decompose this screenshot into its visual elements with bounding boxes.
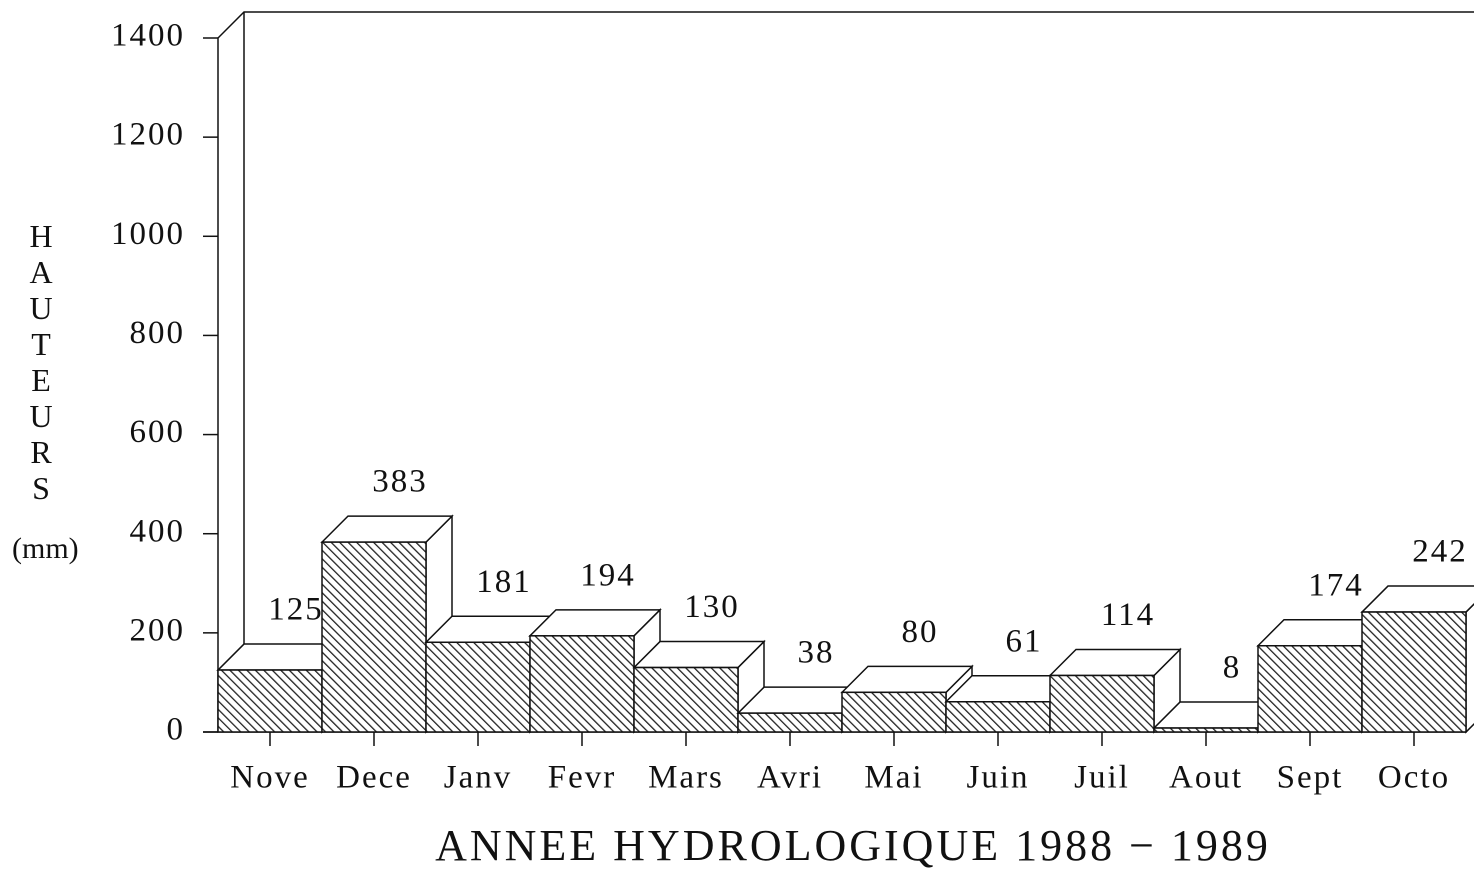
bar	[841, 691, 947, 733]
bar	[1049, 674, 1155, 733]
y-tick-label: 1400	[111, 18, 185, 54]
x-tick-label: Sept	[1277, 760, 1344, 796]
bar	[737, 712, 843, 733]
value-label: 114	[1101, 597, 1155, 633]
bar	[945, 701, 1051, 733]
x-tick-label: Fevr	[548, 760, 617, 796]
x-tick-label: Juin	[966, 760, 1029, 796]
y-tick-label: 600	[130, 414, 186, 450]
bar	[1257, 644, 1363, 733]
x-tick-label: Juil	[1074, 760, 1130, 796]
value-label: 383	[372, 464, 428, 500]
chart-title: ANNEE HYDROLOGIQUE 1988 − 1989	[435, 821, 1271, 870]
value-label: 130	[684, 589, 740, 625]
y-tick-label: 400	[130, 513, 186, 549]
value-label: 194	[580, 557, 636, 593]
y-axis-unit: (mm)	[12, 532, 79, 565]
x-tick-label: Nove	[230, 760, 309, 796]
y-tick-label: 200	[130, 612, 186, 648]
value-label: 125	[268, 592, 324, 628]
y-axis-label: HAUTEURS	[23, 218, 59, 506]
bar	[321, 541, 427, 733]
x-tick-label: Janv	[444, 760, 513, 796]
value-label: 8	[1223, 650, 1242, 686]
y-tick-label: 1200	[111, 117, 185, 153]
y-tick-label: 1000	[111, 216, 185, 252]
bar	[217, 669, 323, 733]
bar	[529, 635, 635, 733]
bar	[425, 641, 531, 733]
value-label: 80	[902, 614, 939, 650]
x-tick-label: Aout	[1169, 760, 1243, 796]
x-tick-label: Dece	[336, 760, 412, 796]
value-label: 61	[1006, 623, 1043, 659]
bar	[1361, 611, 1467, 733]
x-tick-label: Octo	[1378, 760, 1450, 796]
back-wall	[217, 11, 1474, 732]
bar	[633, 666, 739, 733]
x-tick-label: Avri	[757, 760, 823, 796]
x-tick-label: Mai	[864, 760, 923, 796]
value-label: 242	[1412, 534, 1468, 570]
bar-top	[1360, 585, 1474, 613]
value-label: 181	[476, 564, 532, 600]
value-label: 38	[798, 635, 835, 671]
x-tick-label: Mars	[648, 760, 724, 796]
y-tick-label: 800	[130, 315, 186, 351]
bar	[1153, 727, 1259, 733]
y-tick-label: 0	[167, 712, 186, 748]
value-label: 174	[1308, 567, 1364, 603]
